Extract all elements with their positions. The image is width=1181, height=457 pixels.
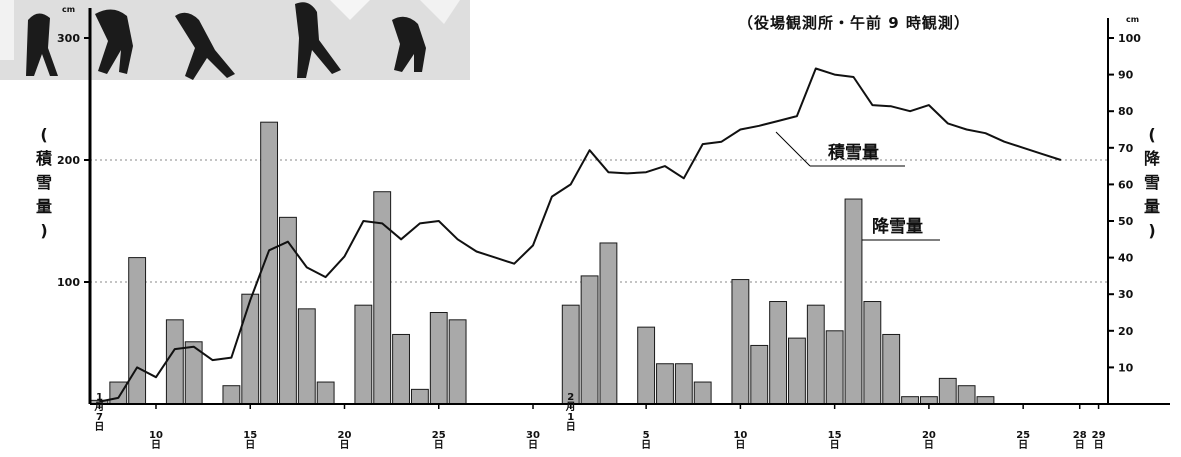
x-tick-label: 日 <box>641 439 651 451</box>
x-tick-label: 月 <box>565 401 576 413</box>
right-tick-label: 50 <box>1118 215 1134 228</box>
bar-snowfall <box>769 301 788 405</box>
x-tick-label: 2 <box>567 392 574 403</box>
bar-snowfall <box>806 304 825 405</box>
bar-snowfall <box>316 381 335 405</box>
series-label-snowfall: 降雪量 <box>872 216 923 237</box>
x-tick-label: 月 <box>93 401 104 413</box>
bar-snowfall <box>674 363 693 405</box>
right-axis-label-char: 降 <box>1144 149 1161 168</box>
x-tick-label: 25 <box>432 430 446 441</box>
right-tick-label: 90 <box>1118 69 1134 82</box>
bar-snowfall <box>429 312 448 405</box>
bar-snowfall <box>599 242 618 405</box>
x-tick-label: 30 <box>526 430 540 441</box>
x-tick-label: 20 <box>338 430 352 441</box>
bar-snowfall <box>882 333 901 405</box>
bar-snowfall <box>919 396 938 405</box>
chart-subtitle: （役場観測所・午前 9 時観測） <box>738 14 970 32</box>
right-tick-label: 20 <box>1118 325 1134 338</box>
right-tick-label: 60 <box>1118 178 1134 191</box>
right-tick-label: 80 <box>1118 105 1134 118</box>
x-tick-label: 29 <box>1092 430 1106 441</box>
bar-snowfall <box>731 279 750 405</box>
x-tick-label: 7 <box>96 412 103 423</box>
bar-snowfall <box>637 326 656 405</box>
series-label-snow-depth: 積雪量 <box>828 142 879 163</box>
bar-snowfall <box>354 304 373 405</box>
right-tick-label: 40 <box>1118 252 1134 265</box>
bar-snowfall <box>957 385 976 405</box>
x-tick-label: 日 <box>1094 439 1104 451</box>
bar-snowfall <box>241 293 260 405</box>
x-tick-label: 日 <box>434 439 444 451</box>
left-axis-label-char: 量 <box>36 197 52 216</box>
bar-snowfall <box>788 337 806 405</box>
x-tick-label: 10 <box>149 430 163 441</box>
x-tick-label: 5 <box>643 430 650 441</box>
bar-snowfall <box>109 381 128 405</box>
x-tick-label: 日 <box>1075 439 1085 451</box>
right-tick-label: 70 <box>1118 142 1134 155</box>
x-tick-label: 日 <box>528 439 538 451</box>
bar-snowfall <box>750 344 769 405</box>
right-tick-label: 100 <box>1118 32 1141 45</box>
bar-snowfall <box>863 301 882 405</box>
series-label-leader <box>775 131 811 167</box>
right-axis-label-char: 雪 <box>1144 173 1160 192</box>
x-tick-label: 20 <box>922 430 936 441</box>
x-tick-label: 日 <box>735 439 745 451</box>
right-axis-label-char: ( <box>1148 125 1155 144</box>
bar-snowfall <box>825 330 844 405</box>
x-tick-label: 25 <box>1016 430 1030 441</box>
x-tick-label: 日 <box>245 439 255 451</box>
bar-snowfall <box>297 308 316 405</box>
x-tick-label: 日 <box>151 439 161 451</box>
x-tick-label: 日 <box>830 439 840 451</box>
bar-snowfall <box>165 319 184 405</box>
x-tick-label: 10 <box>733 430 747 441</box>
bar-snowfall <box>901 396 919 405</box>
x-tick-label: 日 <box>1018 439 1028 451</box>
x-tick-label: 15 <box>243 430 257 441</box>
left-axis-label-char: 雪 <box>36 173 52 192</box>
left-tick-label: 100 <box>57 276 80 289</box>
bar-snowfall <box>844 198 863 405</box>
x-tick-label: 1 <box>96 392 103 403</box>
left-unit-label: cm <box>62 5 75 14</box>
x-tick-label: 日 <box>94 421 104 433</box>
left-axis-label-char: ( <box>40 125 47 144</box>
bar-snowfall <box>128 257 147 405</box>
bar-snowfall <box>693 381 712 405</box>
x-tick-label: 15 <box>828 430 842 441</box>
line-snow-depth <box>99 67 1062 403</box>
x-tick-label: 日 <box>566 421 576 433</box>
bar-snowfall <box>976 396 995 405</box>
right-axis-label-char: ) <box>1148 221 1155 240</box>
right-unit-label: cm <box>1126 15 1139 24</box>
left-tick-label: 200 <box>57 154 80 167</box>
x-tick-label: 28 <box>1073 430 1087 441</box>
left-tick-label: 300 <box>57 32 80 45</box>
right-tick-label: 30 <box>1118 288 1134 301</box>
skiers-photo-icon <box>0 0 470 80</box>
x-tick-label: 日 <box>924 439 934 451</box>
bar-snowfall <box>410 388 429 405</box>
bar-snowfall <box>448 319 467 405</box>
bar-snowfall <box>222 385 241 405</box>
bar-snowfall <box>656 363 674 405</box>
bar-snowfall <box>938 377 957 405</box>
right-tick-label: 10 <box>1118 361 1134 374</box>
bar-snowfall <box>561 304 580 405</box>
x-tick-label: 1 <box>567 412 574 423</box>
bar-snowfall <box>580 275 599 405</box>
left-axis-label-char: 積 <box>35 149 53 168</box>
right-axis-label-char: 量 <box>1144 197 1160 216</box>
x-tick-label: 日 <box>340 439 350 451</box>
left-axis-label-char: ) <box>40 221 47 240</box>
bar-snowfall <box>392 333 410 405</box>
bar-snowfall <box>260 121 279 405</box>
